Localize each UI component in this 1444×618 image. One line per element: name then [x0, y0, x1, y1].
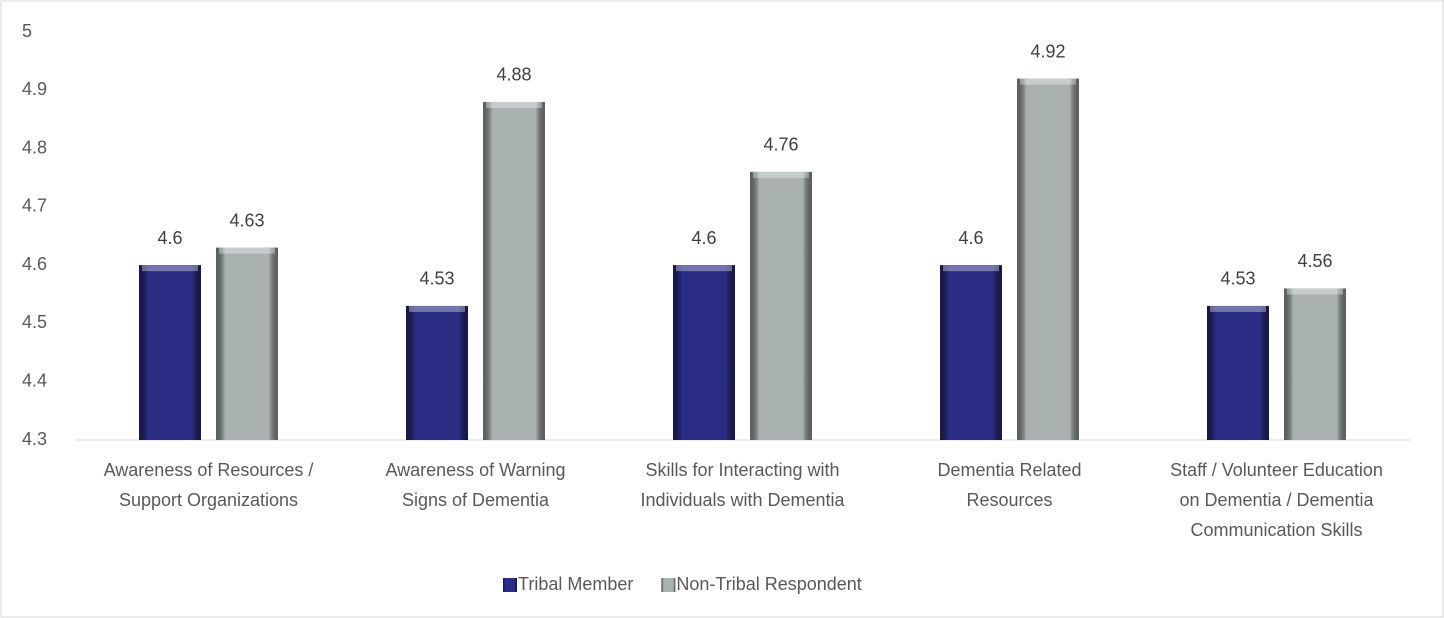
data-label: 4.6: [691, 228, 716, 248]
data-label: 4.6: [958, 228, 983, 248]
bar-shade: [1017, 78, 1079, 440]
bar-shade: [406, 305, 468, 440]
data-label: 4.92: [1030, 41, 1065, 61]
y-tick-label: 4.7: [22, 196, 47, 216]
bar-cap: [943, 265, 999, 272]
y-tick-label: 4.9: [22, 79, 47, 99]
legend-swatch-shade: [661, 578, 676, 592]
y-tick-label: 4.4: [22, 370, 47, 390]
bar-shade: [940, 265, 1002, 440]
bar-cap: [676, 265, 732, 272]
data-label: 4.63: [229, 210, 264, 230]
x-tick-label: Staff / Volunteer Education on Dementia /…: [1170, 460, 1383, 540]
bar-cap: [1020, 78, 1076, 85]
bar-shade: [139, 265, 201, 440]
bar-cap: [409, 305, 465, 312]
bar-cap: [1287, 288, 1343, 295]
y-tick-label: 4.8: [22, 137, 47, 157]
x-tick-label: Awareness of Warning Signs of Dementia: [385, 460, 565, 510]
legend-label: Non-Tribal Respondent: [676, 574, 861, 594]
y-tick-label: 4.5: [22, 312, 47, 332]
data-label: 4.53: [419, 269, 454, 289]
data-label: 4.6: [157, 228, 182, 248]
x-tick-label: Awareness of Resources / Support Organiza…: [104, 460, 314, 510]
data-label: 4.56: [1297, 251, 1332, 271]
bar-cap: [1210, 305, 1266, 312]
bar-shade: [216, 247, 278, 440]
bar-cap: [219, 247, 275, 254]
bar-shade: [1207, 305, 1269, 440]
bar-cap: [753, 171, 809, 178]
data-label: 4.76: [763, 135, 798, 155]
data-label: 4.88: [496, 65, 531, 85]
bar-cap: [486, 101, 542, 108]
y-tick-label: 4.6: [22, 254, 47, 274]
bar-shade: [750, 171, 812, 440]
x-tick-label: Dementia Related Resources: [937, 460, 1081, 510]
y-tick-label: 5: [22, 21, 32, 41]
x-tick-label: Skills for Interacting with Individuals w…: [640, 460, 845, 510]
y-tick-label: 4.3: [22, 429, 47, 449]
bar-cap: [142, 265, 198, 272]
bar-shade: [483, 101, 545, 440]
bar-shade: [1284, 288, 1346, 440]
legend-swatch-shade: [503, 578, 517, 592]
data-label: 4.53: [1220, 269, 1255, 289]
bar-shade: [673, 265, 735, 440]
legend-label: Tribal Member: [518, 574, 633, 594]
